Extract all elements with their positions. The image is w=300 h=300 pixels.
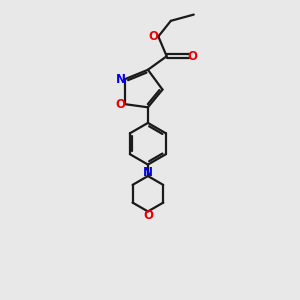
Text: O: O xyxy=(143,209,153,222)
Text: N: N xyxy=(116,73,125,86)
Text: O: O xyxy=(116,98,125,111)
Text: O: O xyxy=(188,50,198,63)
Text: N: N xyxy=(143,166,153,179)
Text: O: O xyxy=(149,30,159,43)
